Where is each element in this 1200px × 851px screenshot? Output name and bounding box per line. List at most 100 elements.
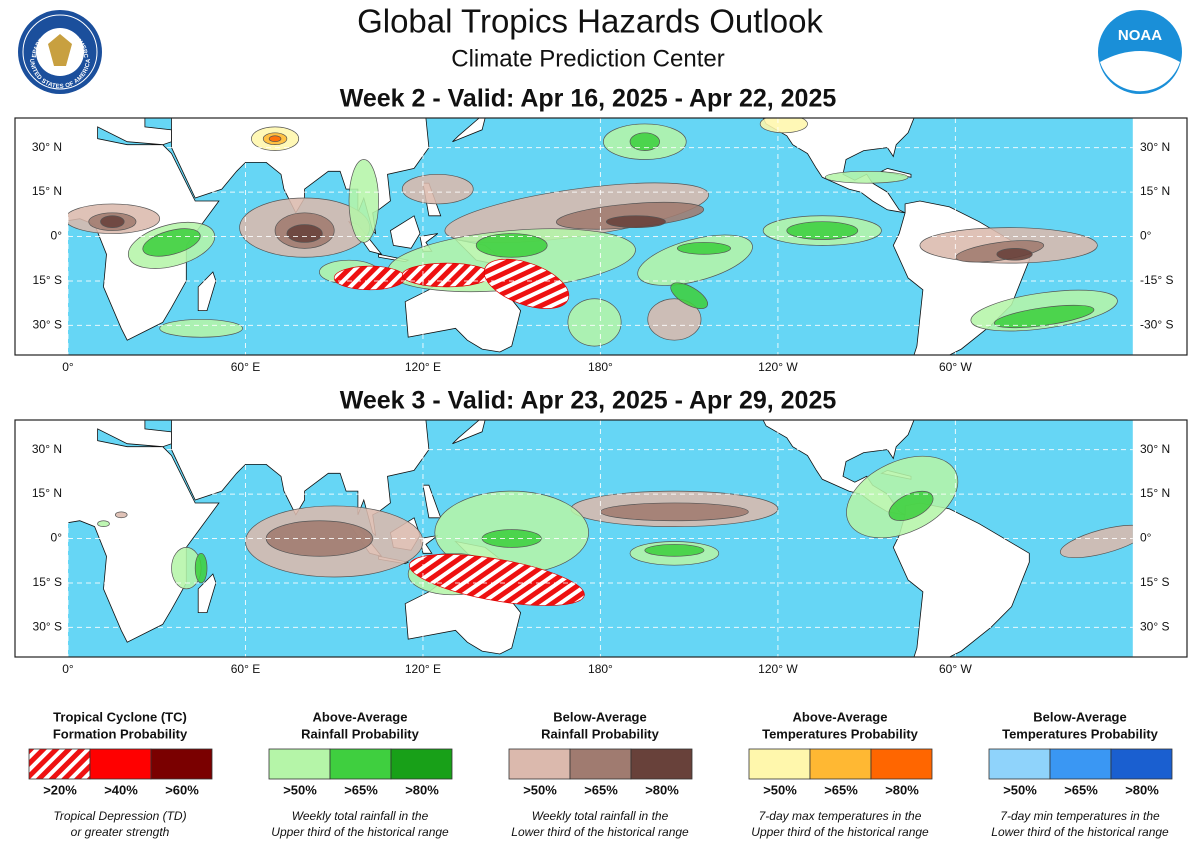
- hazard-area: [475, 233, 548, 258]
- lon-label: 60° E: [231, 662, 260, 676]
- land: [171, 118, 430, 235]
- legend-swatch: [809, 748, 872, 780]
- lat-label: 0°: [51, 531, 63, 545]
- legend-level: >80%: [645, 782, 679, 797]
- map: [68, 420, 1133, 657]
- land: [452, 118, 486, 143]
- lon-label: 120° W: [758, 662, 798, 676]
- legend-swatch: [630, 748, 693, 780]
- legend-note: 7-day min temperatures in the: [1000, 809, 1160, 823]
- land: [197, 271, 217, 312]
- lon-label: 60° W: [939, 360, 972, 374]
- lat-label: 15° N: [1140, 184, 1170, 198]
- legend-level: >65%: [584, 782, 618, 797]
- legend-swatch: [508, 748, 571, 780]
- legend-note: Upper third of the historical range: [271, 825, 449, 839]
- legend-note: Weekly total rainfall in the: [292, 809, 429, 823]
- hazard-area: [483, 258, 570, 309]
- legend-group: Below-Average Rainfall Probability >50% >65…: [508, 709, 693, 839]
- hazard-area: [348, 159, 379, 243]
- hazard-area: [100, 215, 125, 228]
- hazard-area: [644, 544, 705, 557]
- lat-label: 15° N: [32, 184, 62, 198]
- legend-swatch: [329, 748, 392, 780]
- lat-label: 0°: [1140, 531, 1152, 545]
- legend-title: Temperatures Probability: [762, 726, 919, 741]
- legend-swatch: [28, 748, 91, 780]
- lon-label: 120° E: [405, 662, 441, 676]
- legend-group: Above-Average Temperatures Probability >50…: [748, 709, 933, 839]
- lat-label: 0°: [1140, 229, 1152, 243]
- legend-title: Above-Average: [313, 709, 408, 724]
- lat-label: 30° N: [1140, 140, 1170, 154]
- legend-title: Tropical Cyclone (TC): [53, 709, 187, 724]
- legend-level: >20%: [43, 782, 77, 797]
- lat-label: 30° N: [1140, 442, 1170, 456]
- legend-level: >50%: [283, 782, 317, 797]
- legend-level: >80%: [405, 782, 439, 797]
- doc-seal: DEPARTMENT OF COMMERCE UNITED STATES OF …: [0, 0, 102, 94]
- land: [389, 215, 421, 249]
- legend-swatch: [569, 748, 632, 780]
- legend-note: 7-day max temperatures in the: [759, 809, 922, 823]
- lat-label: 15° S: [33, 273, 62, 287]
- legend-swatch: [1049, 748, 1112, 780]
- lat-label: 30° N: [32, 140, 62, 154]
- hazard-area: [401, 173, 474, 205]
- hazard-area: [1059, 524, 1133, 559]
- legend-title: Below-Average: [553, 709, 646, 724]
- hazard-area: [786, 221, 859, 240]
- lat-label: 0°: [51, 229, 63, 243]
- hazard-area: [670, 282, 709, 310]
- hazard-area: [401, 262, 492, 288]
- legend-swatch: [988, 748, 1051, 780]
- lat-label: 15° S: [1140, 575, 1169, 589]
- legend-level: >65%: [1064, 782, 1098, 797]
- legend-level: >50%: [1003, 782, 1037, 797]
- noaa-text: NOAA: [1118, 27, 1162, 44]
- legend-level: >65%: [344, 782, 378, 797]
- map-border: [14, 419, 1188, 658]
- lat-label: 30° N: [32, 442, 62, 456]
- legend-level: >50%: [523, 782, 557, 797]
- legend-level: >60%: [165, 782, 199, 797]
- legend-note: Weekly total rainfall in the: [532, 809, 669, 823]
- legend-note: or greater strength: [71, 825, 170, 839]
- legend-swatch: [150, 748, 213, 780]
- lon-label: 60° E: [231, 360, 260, 374]
- legend-title: Temperatures Probability: [1002, 726, 1159, 741]
- legend-note: Lower third of the historical range: [511, 825, 689, 839]
- legend-swatch: [89, 748, 152, 780]
- hazard-area: [996, 247, 1033, 261]
- land: [762, 118, 915, 214]
- legend-note: Lower third of the historical range: [991, 825, 1169, 839]
- legend-swatch: [748, 748, 811, 780]
- hazard-area: [194, 552, 208, 584]
- legend-swatch: [390, 748, 453, 780]
- legend-swatch: [1110, 748, 1173, 780]
- hazard-area: [114, 511, 128, 519]
- lat-label: 15° S: [33, 575, 62, 589]
- hazard-area: [159, 319, 243, 338]
- hazard-area: [993, 304, 1095, 329]
- land: [452, 420, 486, 445]
- hazard-area: [97, 520, 110, 527]
- page-subtitle: Climate Prediction Center: [451, 45, 724, 72]
- map-title: Week 3 - Valid: Apr 23, 2025 - Apr 29, 2…: [340, 387, 837, 415]
- page-title: Global Tropics Hazards Outlook: [357, 3, 823, 40]
- hazard-area: [286, 224, 323, 243]
- noaa-logo: NOAA: [1098, 10, 1182, 94]
- lon-label: 0°: [62, 662, 74, 676]
- hazard-area: [268, 135, 282, 143]
- legend-title: Rainfall Probability: [541, 726, 660, 741]
- legend-group: Above-Average Rainfall Probability >50% >65…: [268, 709, 453, 839]
- lon-label: 0°: [62, 360, 74, 374]
- legend-title: Above-Average: [793, 709, 888, 724]
- legend-group: Below-Average Temperatures Probability >50…: [988, 709, 1173, 839]
- lat-label: 15° N: [32, 486, 62, 500]
- lon-label: 60° W: [939, 662, 972, 676]
- legend-note: Upper third of the historical range: [751, 825, 929, 839]
- lat-label: -15° S: [1140, 273, 1173, 287]
- hazard-area: [606, 215, 666, 228]
